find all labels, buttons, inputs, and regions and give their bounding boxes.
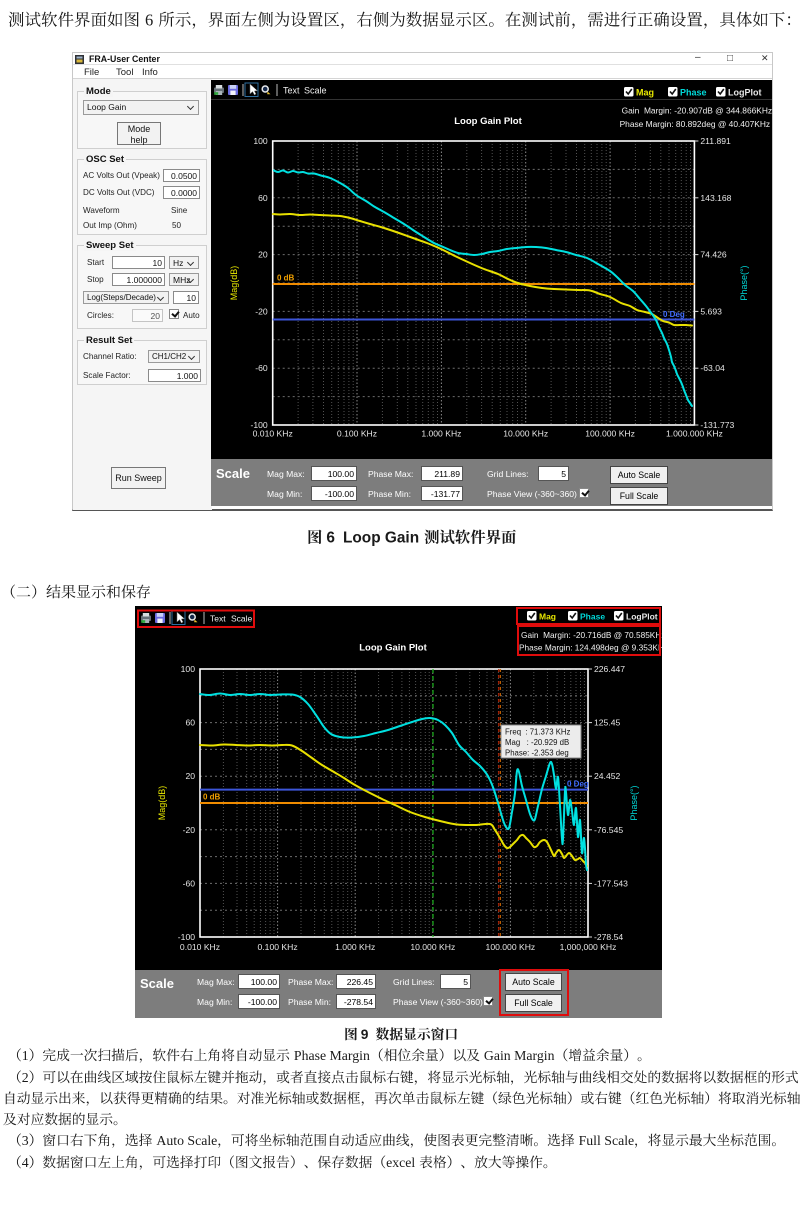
svg-text:Mag(dB): Mag(dB) — [157, 786, 167, 821]
svg-text:Scale: Scale — [304, 86, 327, 96]
svg-text:74.426: 74.426 — [700, 250, 727, 260]
svg-text:Phase: Phase — [680, 88, 707, 98]
svg-text:-278.54: -278.54 — [594, 932, 623, 942]
svg-text:100: 100 — [253, 136, 268, 146]
svg-text:4: 4 — [22, 1155, 29, 1170]
svg-text:0.010 KHz: 0.010 KHz — [180, 942, 220, 952]
svg-text:100.000 KHz: 100.000 KHz — [486, 942, 536, 952]
svg-text:2: 2 — [22, 1070, 29, 1085]
svg-text:-100: -100 — [250, 420, 267, 430]
svg-text:100.000 KHz: 100.000 KHz — [585, 429, 635, 439]
svg-text:1.000.000 KHz: 1.000.000 KHz — [666, 429, 723, 439]
svg-text:60: 60 — [258, 193, 268, 203]
svg-text:Mag : -20.929 dB: Mag : -20.929 dB — [505, 738, 569, 747]
svg-text:-60: -60 — [183, 878, 196, 888]
svg-text:-20: -20 — [255, 306, 268, 316]
svg-text:0.100 KHz: 0.100 KHz — [337, 429, 377, 439]
svg-text:Phase: -2.353 deg: Phase: -2.353 deg — [505, 749, 569, 758]
svg-text:Gain Margin: -20.716dB @ 70.5: Gain Margin: -20.716dB @ 70.585KHz — [521, 630, 662, 640]
svg-text:Phase: Phase — [580, 612, 605, 622]
svg-text:1.000 KHz: 1.000 KHz — [335, 942, 375, 952]
svg-text:Auto Scale: Auto Scale — [156, 1133, 217, 1148]
svg-text:Loop Gain Plot: Loop Gain Plot — [359, 643, 427, 654]
svg-text:20: 20 — [258, 250, 268, 260]
svg-text:Scale: Scale — [231, 614, 253, 624]
svg-text:211.891: 211.891 — [700, 136, 731, 146]
svg-text:-60: -60 — [255, 363, 268, 373]
svg-text:226.447: 226.447 — [594, 664, 625, 674]
svg-text:143.168: 143.168 — [700, 193, 731, 203]
svg-text:1.000 KHz: 1.000 KHz — [421, 429, 461, 439]
svg-text:Mag: Mag — [539, 612, 556, 622]
svg-text:-100: -100 — [178, 932, 195, 942]
svg-text:10.000 KHz: 10.000 KHz — [410, 942, 455, 952]
svg-text:LogPlot: LogPlot — [728, 88, 762, 98]
svg-text:Phase Margin: 124.498deg @ 9.3: Phase Margin: 124.498deg @ 9.353KHz — [519, 643, 662, 653]
svg-text:Mag: Mag — [636, 88, 654, 98]
svg-text:6: 6 — [145, 11, 153, 30]
svg-text:Full Scale: Full Scale — [579, 1133, 635, 1148]
svg-text:10.000 KHz: 10.000 KHz — [503, 429, 548, 439]
svg-text:-63.04: -63.04 — [700, 363, 725, 373]
svg-text:-177.543: -177.543 — [594, 878, 628, 888]
svg-text:Phase(°): Phase(°) — [629, 785, 639, 820]
svg-text:1: 1 — [22, 1048, 29, 1063]
svg-text:0 Deg: 0 Deg — [663, 310, 685, 319]
svg-text:Text: Text — [283, 86, 300, 96]
svg-text:-131.773: -131.773 — [700, 420, 734, 430]
svg-text:Phase(°): Phase(°) — [739, 265, 749, 300]
svg-text:Gain Margin: Gain Margin — [484, 1048, 555, 1063]
svg-text:100: 100 — [181, 664, 196, 674]
svg-text:Loop Gain: Loop Gain — [343, 530, 419, 547]
svg-text:-76.545: -76.545 — [594, 825, 623, 835]
svg-text:Phase Margin: 80.892deg @ 40.4: Phase Margin: 80.892deg @ 40.407KHz — [620, 119, 771, 129]
svg-text:Phase Margin: Phase Margin — [294, 1048, 370, 1063]
svg-text:60: 60 — [185, 718, 195, 728]
svg-text:Loop Gain Plot: Loop Gain Plot — [454, 116, 522, 127]
svg-text:125.45: 125.45 — [594, 718, 621, 728]
svg-text:9: 9 — [361, 1027, 369, 1042]
svg-text:20: 20 — [185, 771, 195, 781]
svg-text:Mag(dB): Mag(dB) — [229, 266, 239, 301]
svg-text:5.693: 5.693 — [700, 306, 722, 316]
svg-text:0.010 KHz: 0.010 KHz — [253, 429, 293, 439]
svg-text:-20: -20 — [183, 825, 196, 835]
svg-text:3: 3 — [22, 1133, 29, 1148]
svg-text:24.452: 24.452 — [594, 771, 621, 781]
svg-text:1,000,000 KHz: 1,000,000 KHz — [560, 942, 617, 952]
svg-text:0 Deg: 0 Deg — [567, 780, 589, 789]
svg-text:Text: Text — [210, 614, 226, 624]
svg-text:excel: excel — [386, 1155, 415, 1170]
svg-text:LogPlot: LogPlot — [626, 612, 658, 622]
svg-text:0 dB: 0 dB — [277, 274, 295, 283]
svg-text:0.100 KHz: 0.100 KHz — [258, 942, 298, 952]
svg-text:Gain Margin: -20.907dB @ 344.: Gain Margin: -20.907dB @ 344.866KHz — [622, 106, 772, 116]
svg-text:0 dB: 0 dB — [203, 793, 221, 802]
svg-text:6: 6 — [326, 530, 335, 547]
svg-text:Freq : 71.373 KHz: Freq : 71.373 KHz — [505, 728, 571, 737]
